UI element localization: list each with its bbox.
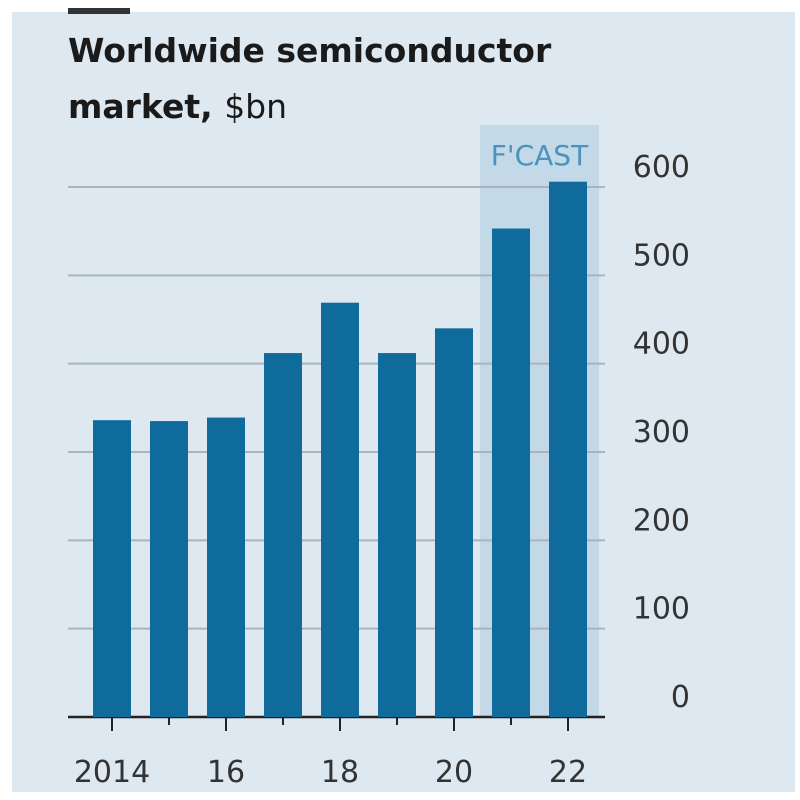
bar-2021: [492, 228, 530, 717]
bar-2017: [264, 353, 302, 717]
x-tick-label: 18: [321, 755, 359, 790]
bar-2022: [549, 181, 587, 717]
x-tick-label: 16: [207, 755, 245, 790]
x-tick-label: 20: [435, 755, 473, 790]
x-tick-label: 22: [549, 755, 587, 790]
y-tick-label: 0: [671, 680, 690, 715]
x-tick-label: 2014: [74, 755, 150, 790]
y-tick-label: 300: [633, 415, 690, 450]
chart-unit: $bn: [224, 87, 287, 126]
bar-2019: [378, 353, 416, 717]
forecast-label: F'CAST: [491, 139, 589, 172]
bar-2014: [93, 420, 131, 717]
y-tick-label: 500: [633, 238, 690, 273]
bar-2020: [435, 328, 473, 717]
bar-2018: [321, 302, 359, 717]
y-tick-label: 200: [633, 503, 690, 538]
bar-2016: [207, 417, 245, 717]
chart-title-line2: market, $bn: [68, 87, 287, 126]
bar-2015: [150, 421, 188, 717]
chart-title-market: market,: [68, 87, 213, 126]
header-marker: [68, 8, 130, 14]
y-tick-label: 600: [633, 150, 690, 185]
y-tick-label: 400: [633, 327, 690, 362]
y-tick-label: 100: [633, 592, 690, 627]
chart-title-line1: Worldwide semiconductor: [68, 31, 552, 70]
